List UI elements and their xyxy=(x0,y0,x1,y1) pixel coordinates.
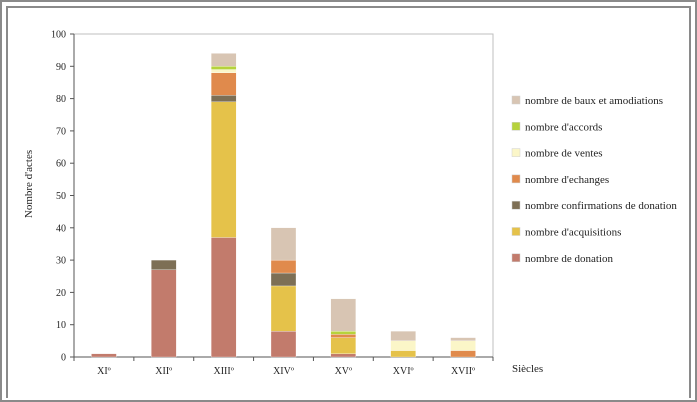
y-tick-label: 100 xyxy=(51,30,66,41)
bar-segment xyxy=(450,350,476,358)
legend: nombre de baux et amodiations nombre d'ac… xyxy=(511,95,677,265)
bar-segment xyxy=(210,66,237,70)
x-tick-label: XVIº xyxy=(393,366,414,377)
bar-segment xyxy=(151,269,177,358)
bar-segment xyxy=(270,285,297,332)
legend-item: nombre de donation xyxy=(511,253,613,265)
bar-segment xyxy=(330,334,357,338)
x-tick-label: XIIIº xyxy=(213,366,233,377)
bar-segment xyxy=(270,331,297,358)
y-tick-label: 10 xyxy=(56,320,66,331)
y-tick-label: 70 xyxy=(56,126,66,137)
y-axis: 0 10 20 30 40 50 60 70 80 90 100 xyxy=(51,30,75,364)
x-tick-label: XIIº xyxy=(155,366,172,377)
legend-item: nombre d'acquisitions xyxy=(511,227,621,239)
y-tick-label: 20 xyxy=(56,288,66,299)
legend-swatch xyxy=(511,253,521,263)
bar-segment xyxy=(151,259,177,270)
y-tick-label: 30 xyxy=(56,256,66,267)
bar-segment xyxy=(210,72,237,96)
y-axis-title: Nombre d'actes xyxy=(23,150,35,218)
legend-label: nombre d'echanges xyxy=(525,174,609,186)
x-tick-label: XIº xyxy=(97,366,111,377)
legend-label: nombre d'accords xyxy=(525,121,602,133)
bar-segment xyxy=(390,340,416,351)
bar-segment xyxy=(330,337,357,354)
bar-segment xyxy=(270,272,297,287)
legend-item: nombre confirmations de donation xyxy=(511,200,677,212)
bar-segment xyxy=(330,353,357,358)
bar-segment xyxy=(210,95,237,102)
bar-segment xyxy=(270,227,297,261)
y-tick-label: 80 xyxy=(56,94,66,105)
x-tick-label: XVIIº xyxy=(451,366,475,377)
inner-frame xyxy=(6,6,691,398)
legend-label: nombre d'acquisitions xyxy=(525,227,621,239)
legend-label: nombre de donation xyxy=(525,253,613,265)
bar-segment xyxy=(330,298,357,332)
bar-segment xyxy=(390,350,416,358)
bar-segment xyxy=(270,259,297,274)
y-tick-label: 40 xyxy=(56,223,66,234)
bar-segment xyxy=(210,69,237,73)
legend-swatch xyxy=(511,200,521,210)
legend-item: nombre de baux et amodiations xyxy=(511,95,663,107)
legend-item: nombre d'accords xyxy=(511,121,602,133)
bar-segment xyxy=(450,337,476,341)
bar-segment xyxy=(450,340,476,351)
bar-segment xyxy=(390,331,416,342)
legend-swatch xyxy=(511,122,521,131)
y-tick-label: 50 xyxy=(56,191,66,202)
x-axis-title: Siècles xyxy=(512,363,543,375)
legend-swatch xyxy=(511,174,521,184)
bar-segment xyxy=(210,53,237,67)
x-axis: XIº XIIº XIIIº XIVº XVº XVIº XVIIº xyxy=(73,356,494,377)
bars xyxy=(91,53,476,358)
legend-swatch xyxy=(511,227,521,236)
legend-swatch xyxy=(511,95,521,105)
legend-item: nombre d'echanges xyxy=(511,174,609,186)
legend-swatch xyxy=(511,148,521,157)
y-tick-label: 0 xyxy=(61,353,66,364)
legend-item: nombre de ventes xyxy=(511,148,603,160)
bar-segment xyxy=(330,331,357,335)
y-tick-label: 90 xyxy=(56,62,66,73)
x-tick-label: XIVº xyxy=(273,366,294,377)
bar-segment xyxy=(210,101,237,238)
legend-label: nombre de baux et amodiations xyxy=(525,95,663,107)
legend-label: nombre de ventes xyxy=(525,148,603,160)
x-tick-label: XVº xyxy=(335,366,353,377)
legend-label: nombre confirmations de donation xyxy=(525,200,677,212)
y-tick-label: 60 xyxy=(56,159,66,170)
bar-segment xyxy=(210,237,237,358)
bar-segment xyxy=(91,353,117,358)
